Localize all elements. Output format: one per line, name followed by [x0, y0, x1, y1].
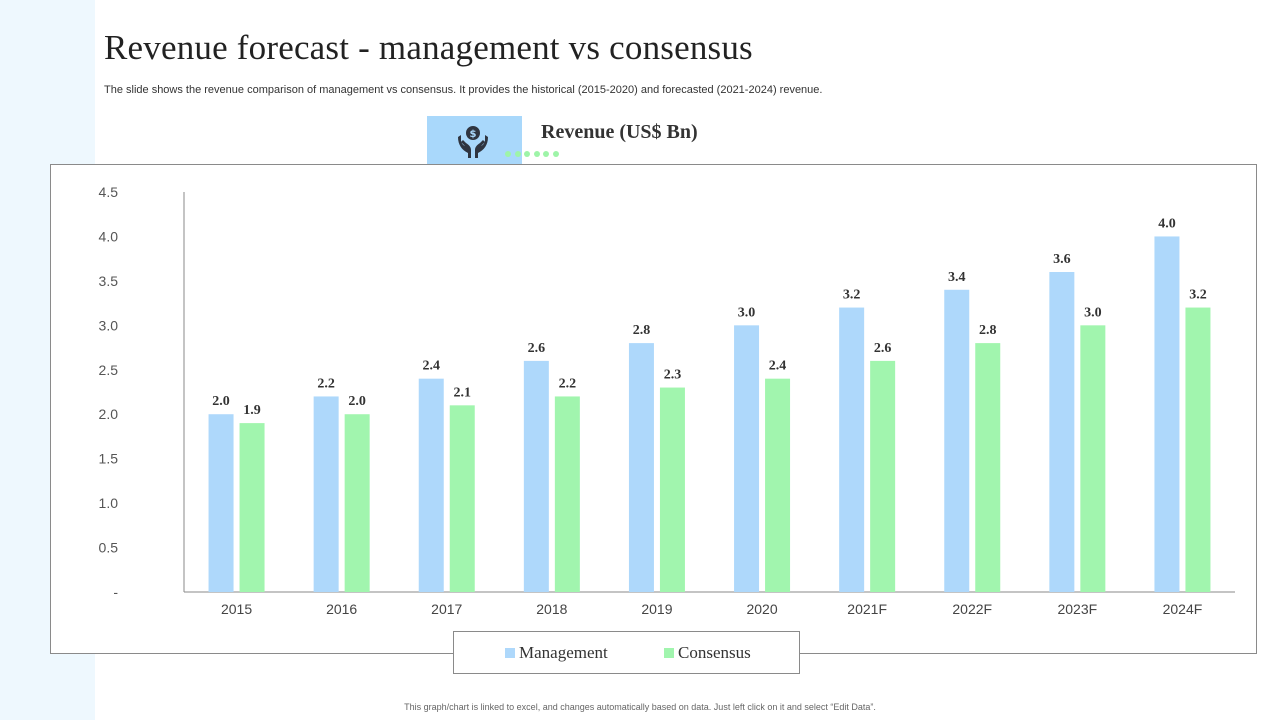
- x-tick-label: 2022F: [952, 601, 992, 617]
- dot: [552, 151, 559, 157]
- legend-item-management[interactable]: Management: [505, 643, 608, 663]
- bar-management-2018: [523, 360, 549, 592]
- revenue-bar-chart[interactable]: - 0.5 1.0 1.5 2.0 2.5 3.0 3.5 4.0 4.5 2015 2.0 1.9 20…: [51, 165, 1258, 655]
- bar-consensus-2023f: [1080, 325, 1106, 592]
- svg-text:$: $: [470, 129, 477, 140]
- x-tick-label: 2018: [536, 601, 567, 617]
- page-subtitle: The slide shows the revenue comparison o…: [104, 84, 823, 96]
- data-label: 3.6: [1053, 252, 1071, 267]
- dot: [543, 151, 549, 157]
- x-tick-label: 2017: [431, 601, 462, 617]
- bar-consensus-2022f: [975, 343, 1001, 592]
- y-tick-label: 3.5: [99, 273, 119, 289]
- data-label: 2.8: [633, 323, 651, 338]
- chart-heading: Revenue (US$ Bn): [541, 121, 698, 143]
- data-label: 3.4: [948, 270, 966, 285]
- data-label: 2.3: [664, 368, 682, 383]
- dot: [524, 151, 530, 157]
- x-tick-label: 2020: [746, 601, 777, 617]
- x-tick-label: 2016: [326, 601, 357, 617]
- page-title: Revenue forecast - management vs consens…: [104, 28, 753, 67]
- x-tick-label: 2021F: [847, 601, 887, 617]
- dot: [514, 151, 521, 157]
- data-label: 2.1: [454, 385, 472, 400]
- bar-consensus-2015: [239, 423, 265, 592]
- y-tick-label: 4.0: [99, 228, 119, 244]
- bar-management-2019: [628, 343, 654, 592]
- bar-consensus-2021f: [870, 360, 896, 592]
- bar-management-2016: [313, 396, 339, 592]
- dot: [505, 151, 511, 157]
- legend-item-consensus[interactable]: Consensus: [664, 643, 751, 663]
- bar-management-2017: [418, 378, 444, 592]
- x-tick-label: 2019: [641, 601, 672, 617]
- bar-consensus-2024f: [1185, 307, 1211, 592]
- y-tick-label: -: [113, 584, 118, 600]
- data-label: 3.0: [1084, 305, 1102, 320]
- y-tick-label: 1.5: [99, 451, 119, 467]
- data-label: 3.0: [738, 305, 756, 320]
- data-label: 2.6: [874, 341, 892, 356]
- bar-consensus-2018: [554, 396, 580, 592]
- bar-management-2023f: [1049, 272, 1075, 592]
- chart-legend[interactable]: Management Consensus: [453, 631, 800, 674]
- data-label: 4.0: [1158, 216, 1176, 231]
- bar-management-2015: [208, 414, 234, 592]
- data-label: 2.0: [348, 394, 366, 409]
- x-tick-label: 2023F: [1057, 601, 1097, 617]
- dot: [533, 151, 540, 157]
- y-tick-label: 4.5: [99, 184, 119, 200]
- y-tick-label: 0.5: [99, 540, 119, 556]
- money-hands-icon: $: [458, 126, 488, 158]
- x-tick-label: 2024F: [1163, 601, 1203, 617]
- decorative-dots: [505, 151, 562, 159]
- legend-swatch-management: [505, 648, 515, 658]
- legend-label-management: Management: [519, 643, 608, 662]
- legend-swatch-consensus: [664, 648, 674, 658]
- legend-label-consensus: Consensus: [678, 643, 751, 662]
- y-tick-label: 2.0: [99, 406, 119, 422]
- data-label: 1.9: [243, 403, 260, 418]
- y-tick-label: 3.0: [99, 317, 119, 333]
- data-label: 2.2: [559, 376, 577, 391]
- x-tick-label: 2015: [221, 601, 252, 617]
- bar-management-2020: [734, 325, 760, 592]
- chart-frame[interactable]: - 0.5 1.0 1.5 2.0 2.5 3.0 3.5 4.0 4.5 2015 2.0 1.9 20…: [50, 164, 1257, 654]
- y-tick-label: 1.0: [99, 495, 119, 511]
- bar-consensus-2017: [449, 405, 475, 592]
- bar-management-2022f: [944, 289, 970, 592]
- data-label: 2.4: [769, 359, 787, 374]
- data-label: 2.6: [528, 341, 546, 356]
- bar-management-2021f: [839, 307, 865, 592]
- bar-management-2024f: [1154, 236, 1180, 592]
- footnote: This graph/chart is linked to excel, and…: [404, 702, 876, 712]
- data-label: 2.0: [212, 394, 230, 409]
- bar-consensus-2016: [344, 414, 370, 592]
- data-label: 2.2: [317, 376, 335, 391]
- bar-consensus-2020: [765, 378, 791, 592]
- data-label: 3.2: [1189, 288, 1207, 303]
- bar-consensus-2019: [659, 387, 685, 592]
- data-label: 3.2: [843, 288, 861, 303]
- y-tick-label: 2.5: [99, 362, 119, 378]
- data-label: 2.4: [423, 359, 441, 374]
- data-label: 2.8: [979, 323, 997, 338]
